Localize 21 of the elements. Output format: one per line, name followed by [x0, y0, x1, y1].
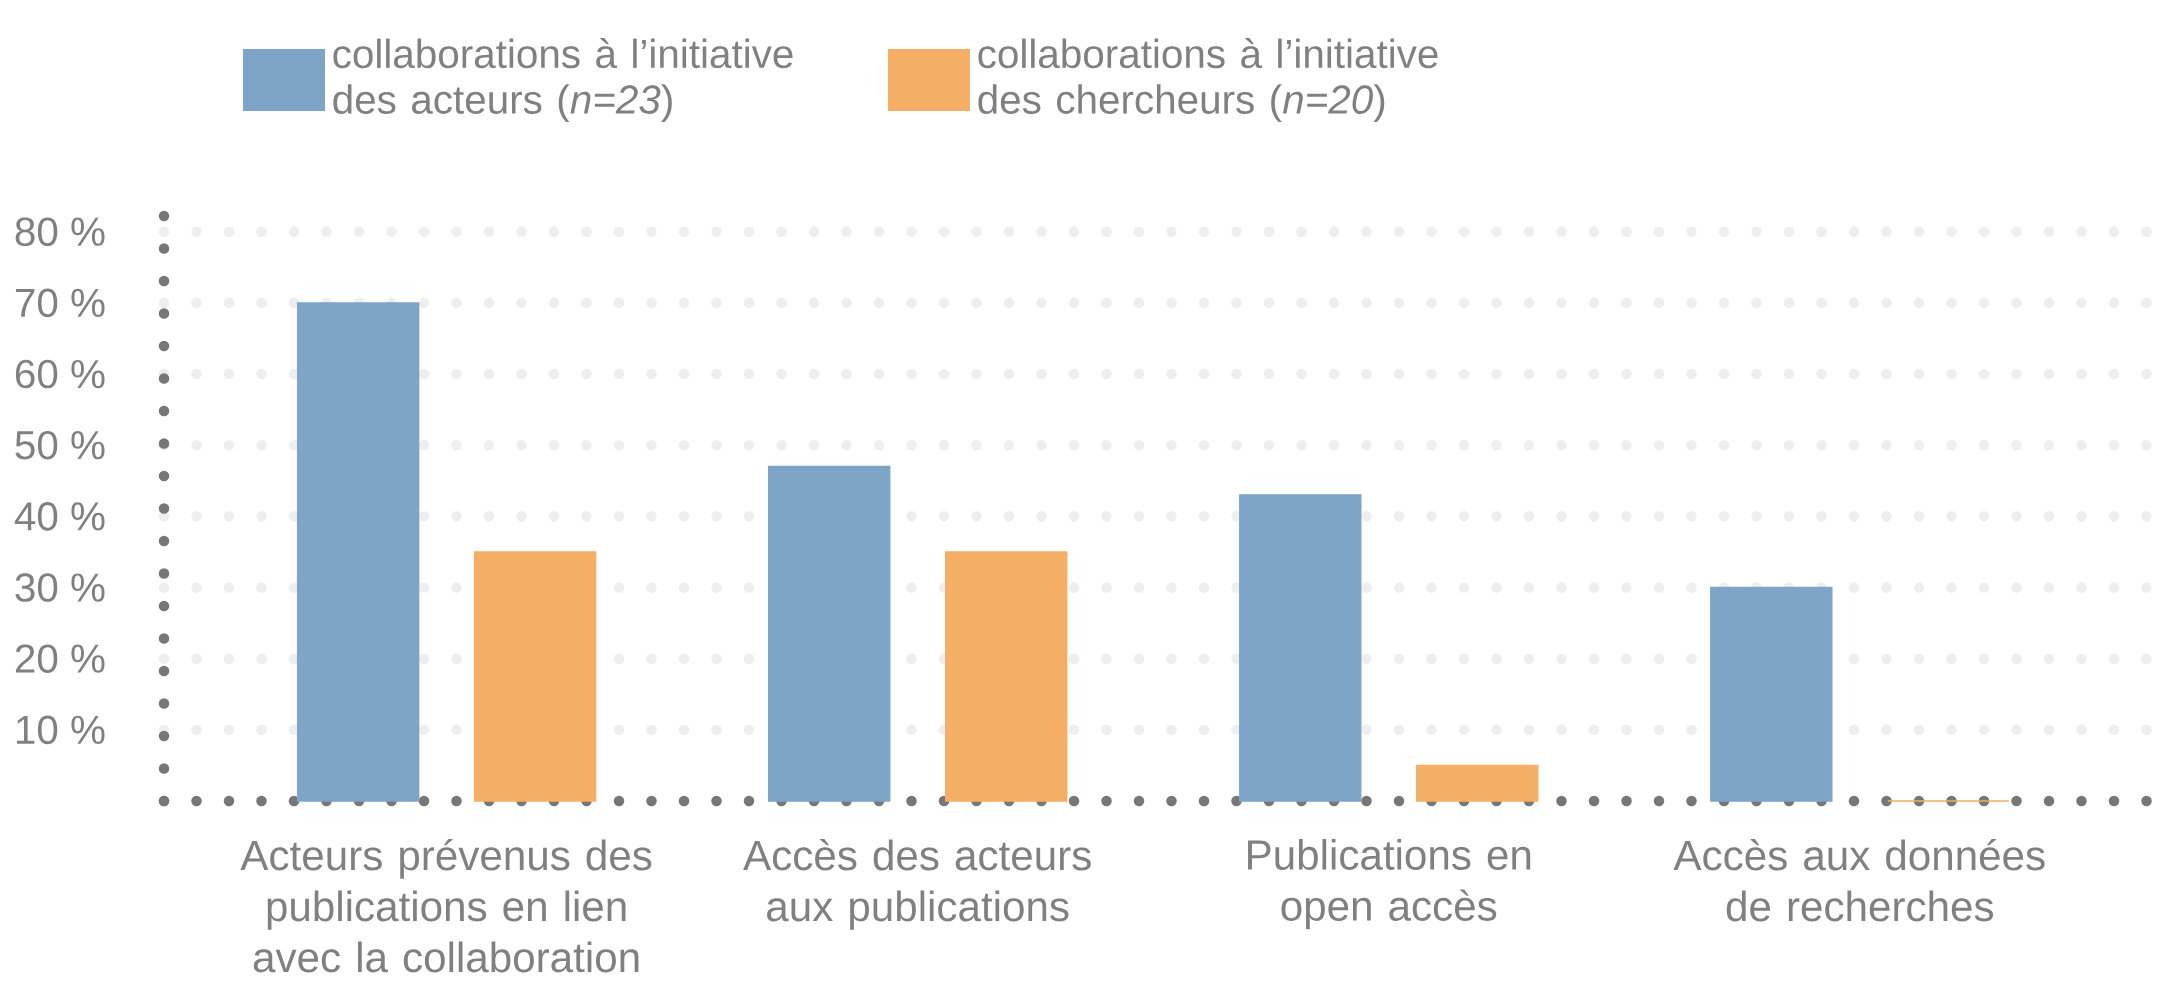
y-tick-label: 20 % [15, 644, 105, 674]
x-tick-label: Acteurs prévenus des publications en lien avec la collaboration [240, 839, 652, 973]
y-tick-label: 60 % [15, 359, 105, 389]
y-tick-label: 80 % [15, 217, 105, 247]
y-tick-label: 30 % [15, 573, 105, 602]
y-tick-label: 50 % [15, 431, 105, 460]
legend-label: collaborations à l’initiative des chercheurs (n=20) [978, 38, 1438, 123]
bar [1239, 494, 1362, 802]
y-tick-label: 70 % [15, 288, 105, 318]
legend-label: collaborations à l’initiative des acteurs (n=23) [333, 38, 793, 123]
x-tick-label: Publications en open accès [1248, 839, 1531, 930]
bar [1416, 764, 1539, 802]
y-tick-label: 10 % [16, 715, 105, 745]
bar [296, 302, 420, 802]
x-tick-label: Accès aux données de recherches [1673, 839, 2045, 922]
bar [767, 465, 891, 802]
y-tick-label: 40 % [14, 502, 105, 531]
bar [1710, 586, 1833, 802]
x-tick-label: Accès des acteurs aux publications [743, 839, 1091, 930]
bar [473, 551, 597, 802]
bar [944, 551, 1068, 802]
